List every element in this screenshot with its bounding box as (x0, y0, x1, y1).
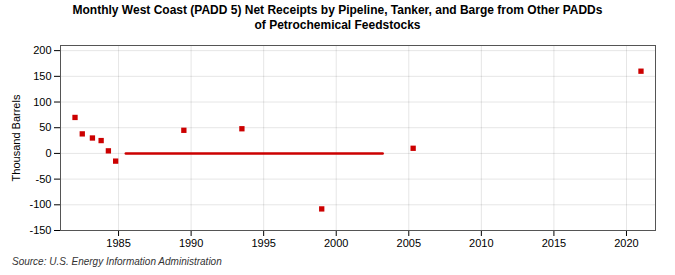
svg-text:2010: 2010 (469, 237, 493, 249)
html-text:Monthly West Coast (PADD 5) Ne: Monthly West Coast (PADD 5) Net Receipts… (72, 3, 603, 32)
svg-text:-150: -150 (29, 224, 51, 236)
svg-text:-100: -100 (29, 198, 51, 210)
svg-text:200: 200 (33, 44, 51, 56)
svg-text:2000: 2000 (324, 237, 348, 249)
svg-text:100: 100 (33, 96, 51, 108)
svg-text:50: 50 (39, 121, 51, 133)
svg-text:1990: 1990 (179, 237, 203, 249)
svg-text:2005: 2005 (397, 237, 421, 249)
svg-text:-50: -50 (36, 173, 52, 185)
svg-text:2015: 2015 (542, 237, 566, 249)
svg-text:Thousand Barrels: Thousand Barrels (10, 94, 22, 181)
svg-text:0: 0 (45, 147, 51, 159)
html-text:Source: U.S. Energy Informatio: Source: U.S. Energy Information Administ… (12, 256, 222, 267)
svg-text:1985: 1985 (106, 237, 130, 249)
svg-text:150: 150 (33, 70, 51, 82)
svg-text:1995: 1995 (251, 237, 275, 249)
svg-text:2020: 2020 (614, 237, 638, 249)
